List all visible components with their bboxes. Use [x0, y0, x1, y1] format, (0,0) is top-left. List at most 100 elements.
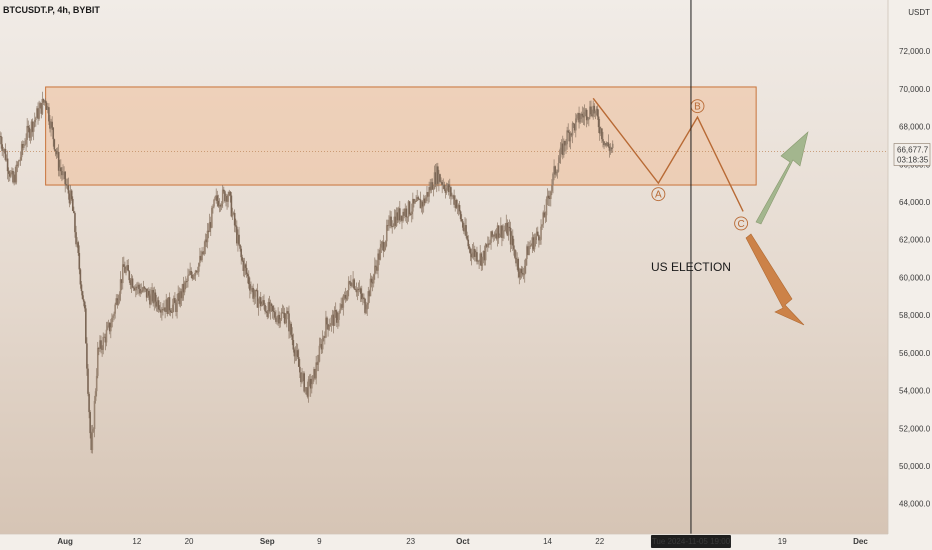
candle-body: [606, 142, 609, 146]
candle-body: [44, 100, 47, 103]
candle-body: [139, 289, 141, 294]
candle-body: [13, 174, 15, 183]
candle-body: [224, 191, 226, 202]
candle-body: [203, 246, 206, 255]
candle-body: [159, 310, 162, 313]
candle-body: [221, 189, 224, 204]
candle-body: [241, 257, 244, 261]
candle-body: [165, 299, 168, 312]
candle-body: [243, 264, 246, 271]
candle-body: [249, 284, 251, 291]
candle-body: [353, 279, 355, 289]
scenario-arrow-up: [755, 131, 809, 225]
candle-body: [26, 125, 28, 140]
candle-body: [113, 313, 115, 316]
candle-body: [535, 231, 538, 237]
candle-body: [125, 268, 127, 273]
candle-body: [303, 373, 305, 392]
candle-body: [473, 248, 476, 257]
candle-body: [415, 200, 417, 202]
candle-body: [140, 290, 143, 294]
candle-body: [57, 151, 60, 171]
candle-body: [88, 393, 90, 413]
candle-body: [37, 108, 39, 119]
candle-body: [187, 275, 189, 282]
candle-body: [196, 271, 199, 273]
candle-body: [201, 251, 203, 261]
candle-body: [120, 279, 123, 284]
candle-body: [345, 298, 348, 300]
candle-body: [7, 171, 10, 174]
candle-body: [116, 298, 119, 305]
candle-body: [573, 124, 576, 131]
candle-body: [462, 221, 464, 228]
candle-body: [432, 188, 435, 190]
candle-body: [295, 350, 298, 354]
candle-body: [610, 147, 613, 149]
candle-body: [400, 215, 402, 221]
candle-body: [362, 297, 364, 300]
candle-body: [397, 208, 400, 221]
candle-body: [53, 139, 56, 150]
candle-body: [258, 297, 261, 301]
candle-body: [575, 118, 577, 131]
candle-body: [50, 121, 52, 129]
candle-body: [175, 302, 177, 312]
candle-body: [169, 310, 172, 313]
candle-body: [220, 203, 223, 207]
candle-body: [128, 271, 131, 281]
candle-body: [548, 198, 551, 199]
candle-body: [299, 366, 301, 373]
candle-body: [99, 340, 101, 350]
candle-body: [560, 143, 563, 148]
candle-body: [318, 345, 321, 362]
wave-c-circle: [734, 216, 749, 231]
x-tick-label: 12: [132, 537, 141, 546]
candle-body: [595, 108, 598, 112]
y-tick-label: 70,000.0: [899, 85, 931, 94]
candle-body: [66, 185, 69, 186]
candle-body: [366, 304, 369, 310]
candle-body: [73, 210, 75, 214]
candle-body: [529, 246, 531, 247]
candle-body: [377, 253, 379, 271]
candle-body: [441, 182, 443, 186]
candle-body: [578, 113, 580, 123]
x-tick-label: 9: [317, 537, 322, 546]
candle-body: [445, 187, 448, 193]
candle-body: [464, 225, 466, 232]
candle-body: [470, 253, 473, 258]
candle-body: [427, 192, 429, 197]
candle-body: [78, 252, 81, 270]
candle-body: [47, 107, 49, 110]
candle-body: [70, 190, 73, 199]
candle-body: [219, 205, 222, 207]
candle-body: [582, 115, 585, 118]
candle-body: [250, 288, 252, 291]
candle-body: [381, 241, 384, 244]
x-tick-label: 20: [185, 537, 194, 546]
candle-body: [387, 225, 389, 227]
candle-body: [580, 113, 583, 120]
candle-body: [572, 123, 575, 125]
candle-body: [302, 373, 304, 375]
candle-body: [32, 122, 35, 132]
candle-body: [31, 121, 34, 132]
candle-body: [114, 304, 116, 314]
candle-body: [107, 322, 110, 326]
candle-body: [507, 226, 510, 236]
candle-body: [382, 241, 385, 252]
candle-body: [334, 310, 337, 312]
candle-body: [111, 317, 113, 328]
candle-body: [500, 225, 502, 235]
candle-body: [525, 258, 527, 266]
candle-body: [478, 260, 480, 262]
candle-body: [534, 236, 537, 241]
candle-body: [324, 336, 326, 338]
candle-body: [340, 304, 342, 310]
candle-body: [320, 344, 323, 350]
candle-body: [56, 151, 59, 155]
candle-body: [95, 375, 98, 392]
candle-body: [106, 325, 109, 330]
